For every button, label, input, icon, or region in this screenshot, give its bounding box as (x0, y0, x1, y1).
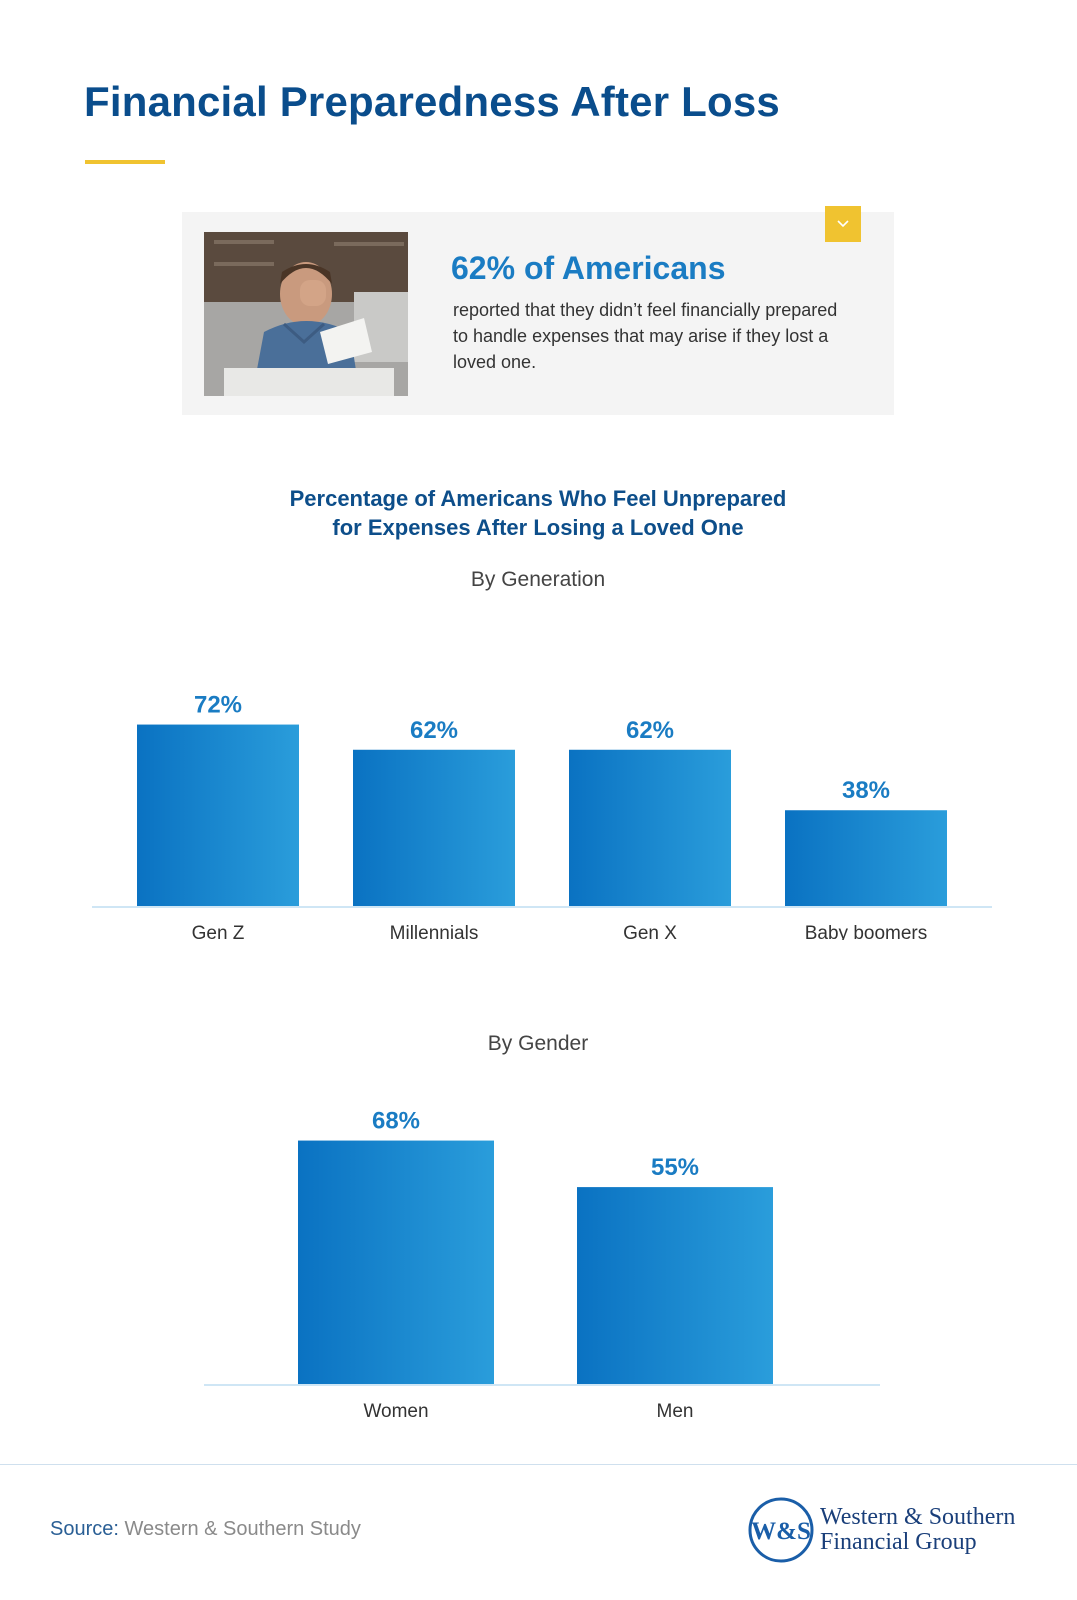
bar-value-label: 62% (626, 717, 674, 744)
bar-value-label: 68% (372, 1108, 420, 1135)
source-value: Western & Southern Study (124, 1518, 361, 1540)
bar-gen-z (137, 724, 299, 906)
gender-chart-subtitle: By Gender (487, 1032, 589, 1055)
title-underline (85, 160, 165, 164)
category-label: Gen X (623, 923, 677, 940)
x-axis-baseline (204, 1384, 880, 1386)
page-title: Financial Preparedness After Loss (84, 78, 780, 125)
bar-women (298, 1140, 494, 1384)
ws-monogram-text: W&S (751, 1518, 811, 1545)
bar-gen-x (569, 749, 731, 906)
western-southern-logo[interactable]: W&S Western & Southern Financial Group (748, 1497, 1015, 1563)
category-label: Men (657, 1401, 694, 1420)
category-label: Women (363, 1401, 428, 1420)
expand-toggle[interactable] (825, 206, 861, 242)
brand-name-block: Western & Southern Financial Group (820, 1505, 1015, 1555)
category-label: Baby boomers (805, 923, 928, 940)
source-label: Source: (50, 1518, 119, 1540)
x-axis-baseline (92, 906, 992, 908)
stat-headline: 62% of Americans (451, 250, 726, 286)
chart-section-title: Percentage of Americans Who Feel Unprepa… (180, 484, 896, 542)
chevron-down-icon (837, 220, 849, 228)
grieving-man-photo (204, 232, 408, 396)
bar-value-label: 62% (410, 717, 458, 744)
category-label: Millennials (390, 923, 479, 940)
generation-chart-subtitle: By Generation (470, 568, 606, 591)
generation-bar-chart: 72% Gen Z 62% Millennials 62% Gen X 38% Baby bo… (92, 692, 992, 940)
brand-name-line-2: Financial Group (820, 1529, 977, 1555)
chart-title-line-1: Percentage of Americans Who Feel Unprepa… (289, 486, 787, 511)
bar-value-label: 55% (651, 1154, 699, 1181)
bar-value-label: 38% (842, 777, 890, 804)
stat-body-text: reported that they didn’t feel financial… (453, 300, 838, 372)
source-line: Source: Western & Southern Study (50, 1518, 361, 1541)
bar-baby-boomers (785, 810, 947, 906)
brand-name-line-1: Western & Southern (820, 1504, 1016, 1530)
ws-monogram-icon: W&S (748, 1497, 814, 1563)
category-label: Gen Z (192, 923, 245, 940)
footer-divider (0, 1464, 1077, 1465)
gender-bar-chart: 68% Women 55% Men (204, 1108, 880, 1420)
bar-millennials (353, 749, 515, 906)
chart-title-line-2: for Expenses After Losing a Loved One (332, 515, 744, 540)
bar-men (577, 1187, 773, 1384)
bar-value-label: 72% (194, 692, 242, 719)
